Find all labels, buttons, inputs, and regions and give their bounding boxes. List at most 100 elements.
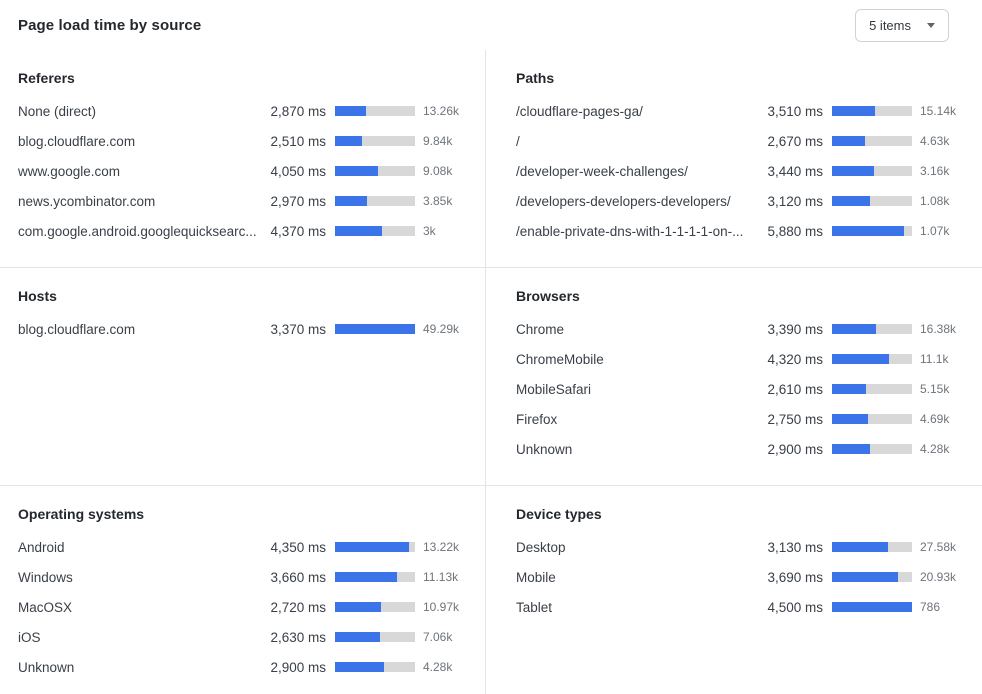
row-bar (335, 542, 415, 552)
page-title: Page load time by source (18, 16, 202, 34)
panel-hosts: Hosts blog.cloudflare.com 3,370 ms 49.29… (0, 268, 486, 486)
row-bar (832, 226, 912, 236)
row-load-time: 2,970 ms (270, 193, 326, 209)
row-bar (832, 444, 912, 454)
row-load-time: 4,050 ms (270, 163, 326, 179)
row-bar (832, 572, 912, 582)
row-bar (335, 136, 415, 146)
row-load-time: 2,720 ms (270, 599, 326, 615)
row-label: blog.cloudflare.com (18, 133, 136, 149)
row-label: news.ycombinator.com (18, 193, 156, 209)
panel-browsers: Browsers Chrome 3,390 ms 16.38k ChromeMo… (486, 268, 982, 486)
row-bar (335, 196, 415, 206)
page-header: Page load time by source 5 items (0, 0, 982, 50)
row-count: 49.29k (423, 322, 460, 336)
metric-row: /developer-week-challenges/ 3,440 ms 3.1… (516, 156, 964, 186)
row-count: 1.07k (920, 224, 950, 238)
row-label: Unknown (516, 441, 573, 457)
row-bar-fill (335, 106, 366, 116)
row-label: blog.cloudflare.com (18, 321, 136, 337)
row-label: Windows (18, 569, 73, 585)
row-load-time: 4,320 ms (767, 351, 823, 367)
row-bar-fill (335, 166, 379, 176)
items-count-dropdown[interactable]: 5 items (855, 8, 949, 42)
row-bar-fill (832, 354, 889, 364)
row-label: Desktop (516, 539, 566, 555)
metric-row: Mobile 3,690 ms 20.93k (516, 562, 964, 592)
row-count: 4.63k (920, 134, 950, 148)
row-bar-fill (832, 106, 876, 116)
row-load-time: 2,900 ms (270, 659, 326, 675)
row-load-time: 3,390 ms (767, 321, 823, 337)
row-load-time: 2,750 ms (767, 411, 823, 427)
row-count: 4.69k (920, 412, 950, 426)
row-bar (335, 226, 415, 236)
row-count: 15.14k (920, 104, 957, 118)
row-load-time: 3,120 ms (767, 193, 823, 209)
row-bar-fill (832, 166, 875, 176)
row-label: /enable-private-dns-with-1-1-1-1-on-... (516, 223, 744, 239)
row-bar-fill (832, 542, 888, 552)
row-label: /cloudflare-pages-ga/ (516, 103, 643, 119)
row-bar (335, 106, 415, 116)
row-bar (832, 384, 912, 394)
row-count: 11.1k (920, 352, 949, 366)
metric-row: Desktop 3,130 ms 27.58k (516, 532, 964, 562)
row-bar (335, 166, 415, 176)
metric-row: Firefox 2,750 ms 4.69k (516, 404, 964, 434)
row-bar-fill (335, 572, 398, 582)
panel-device-types: Device types Desktop 3,130 ms 27.58k Mob… (486, 486, 982, 694)
panel-title: Hosts (18, 288, 57, 304)
row-label: ChromeMobile (516, 351, 604, 367)
metric-row: Unknown 2,900 ms 4.28k (516, 434, 964, 464)
row-bar-fill (832, 602, 912, 612)
row-count: 10.97k (423, 600, 460, 614)
metric-row: blog.cloudflare.com 3,370 ms 49.29k (18, 314, 467, 344)
metric-row: news.ycombinator.com 2,970 ms 3.85k (18, 186, 467, 216)
row-bar-fill (335, 196, 367, 206)
row-load-time: 3,660 ms (270, 569, 326, 585)
panel-operating-systems: Operating systems Android 4,350 ms 13.22… (0, 486, 486, 694)
panel-title: Referers (18, 70, 75, 86)
metric-row: Windows 3,660 ms 11.13k (18, 562, 467, 592)
metric-row: Android 4,350 ms 13.22k (18, 532, 467, 562)
row-label: MobileSafari (516, 381, 592, 397)
row-count: 786 (920, 600, 941, 614)
row-label: Mobile (516, 569, 556, 585)
row-load-time: 2,870 ms (270, 103, 326, 119)
metric-row: /cloudflare-pages-ga/ 3,510 ms 15.14k (516, 96, 964, 126)
row-label: www.google.com (18, 163, 121, 179)
row-bar-fill (832, 572, 898, 582)
panel-title: Device types (516, 506, 602, 522)
row-count: 9.84k (423, 134, 453, 148)
metric-row: www.google.com 4,050 ms 9.08k (18, 156, 467, 186)
row-label: Tablet (516, 599, 553, 615)
panel-title: Paths (516, 70, 555, 86)
row-load-time: 4,350 ms (270, 539, 326, 555)
panel-title: Operating systems (18, 506, 145, 522)
row-bar-fill (832, 444, 871, 454)
row-load-time: 5,880 ms (767, 223, 823, 239)
row-count: 4.28k (423, 660, 453, 674)
metric-row: / 2,670 ms 4.63k (516, 126, 964, 156)
metric-row: Chrome 3,390 ms 16.38k (516, 314, 964, 344)
row-count: 11.13k (423, 570, 459, 584)
items-count-value: 5 items (869, 17, 911, 33)
row-label: Unknown (18, 659, 75, 675)
row-bar (832, 414, 912, 424)
panel-paths: Paths /cloudflare-pages-ga/ 3,510 ms 15.… (486, 50, 982, 268)
row-count: 3.85k (423, 194, 453, 208)
metric-row: /enable-private-dns-with-1-1-1-1-on-... … (516, 216, 964, 246)
row-count: 3.16k (920, 164, 950, 178)
row-load-time: 2,610 ms (767, 381, 823, 397)
metric-row: /developers-developers-developers/ 3,120… (516, 186, 964, 216)
row-bar (832, 354, 912, 364)
row-label: / (516, 133, 520, 149)
row-load-time: 2,900 ms (767, 441, 823, 457)
row-bar-fill (335, 226, 382, 236)
row-label: Firefox (516, 411, 558, 427)
row-bar-fill (832, 226, 905, 236)
panel-rows: /cloudflare-pages-ga/ 3,510 ms 15.14k / … (516, 96, 964, 246)
row-count: 5.15k (920, 382, 950, 396)
row-load-time: 3,440 ms (767, 163, 823, 179)
